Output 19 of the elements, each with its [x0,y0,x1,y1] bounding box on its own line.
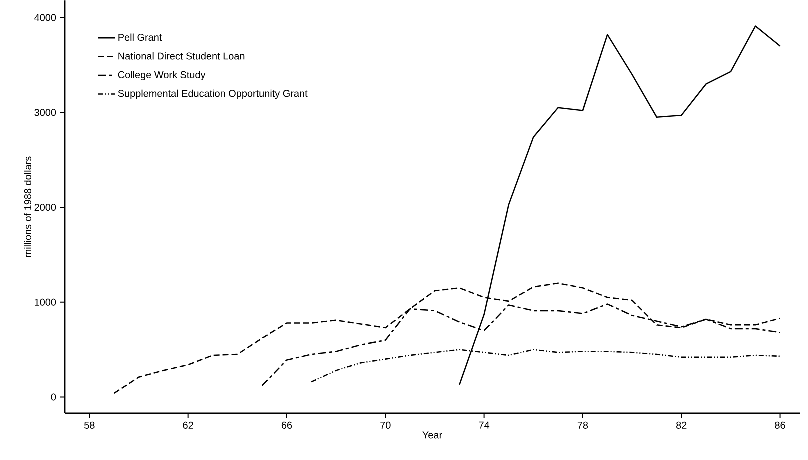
legend-label: National Direct Student Loan [118,52,245,60]
legend-label: College Work Study [118,71,206,81]
y-tick-label: 1000 [35,299,56,306]
x-tick-label: 66 [282,422,292,430]
x-tick-label: 78 [578,422,588,430]
y-axis-title: millions of 1988 dollars [24,156,32,258]
x-tick-label: 58 [84,422,95,430]
x-tick-label: 82 [676,422,687,430]
x-tick-label: 62 [183,422,194,430]
x-tick-label: 74 [479,422,490,429]
y-tick-label: 0 [51,394,56,401]
y-tick-label: 3000 [34,109,56,116]
legend-label: Pell Grant [118,34,162,42]
x-axis-title: Year [422,432,442,439]
x-tick-label: 86 [775,422,786,430]
y-tick-label: 2000 [34,204,56,212]
y-tick-label: 4000 [34,14,56,22]
x-tick-label: 70 [380,422,391,430]
legend-label: Supplemental Education Opportunity Grant [118,90,308,100]
